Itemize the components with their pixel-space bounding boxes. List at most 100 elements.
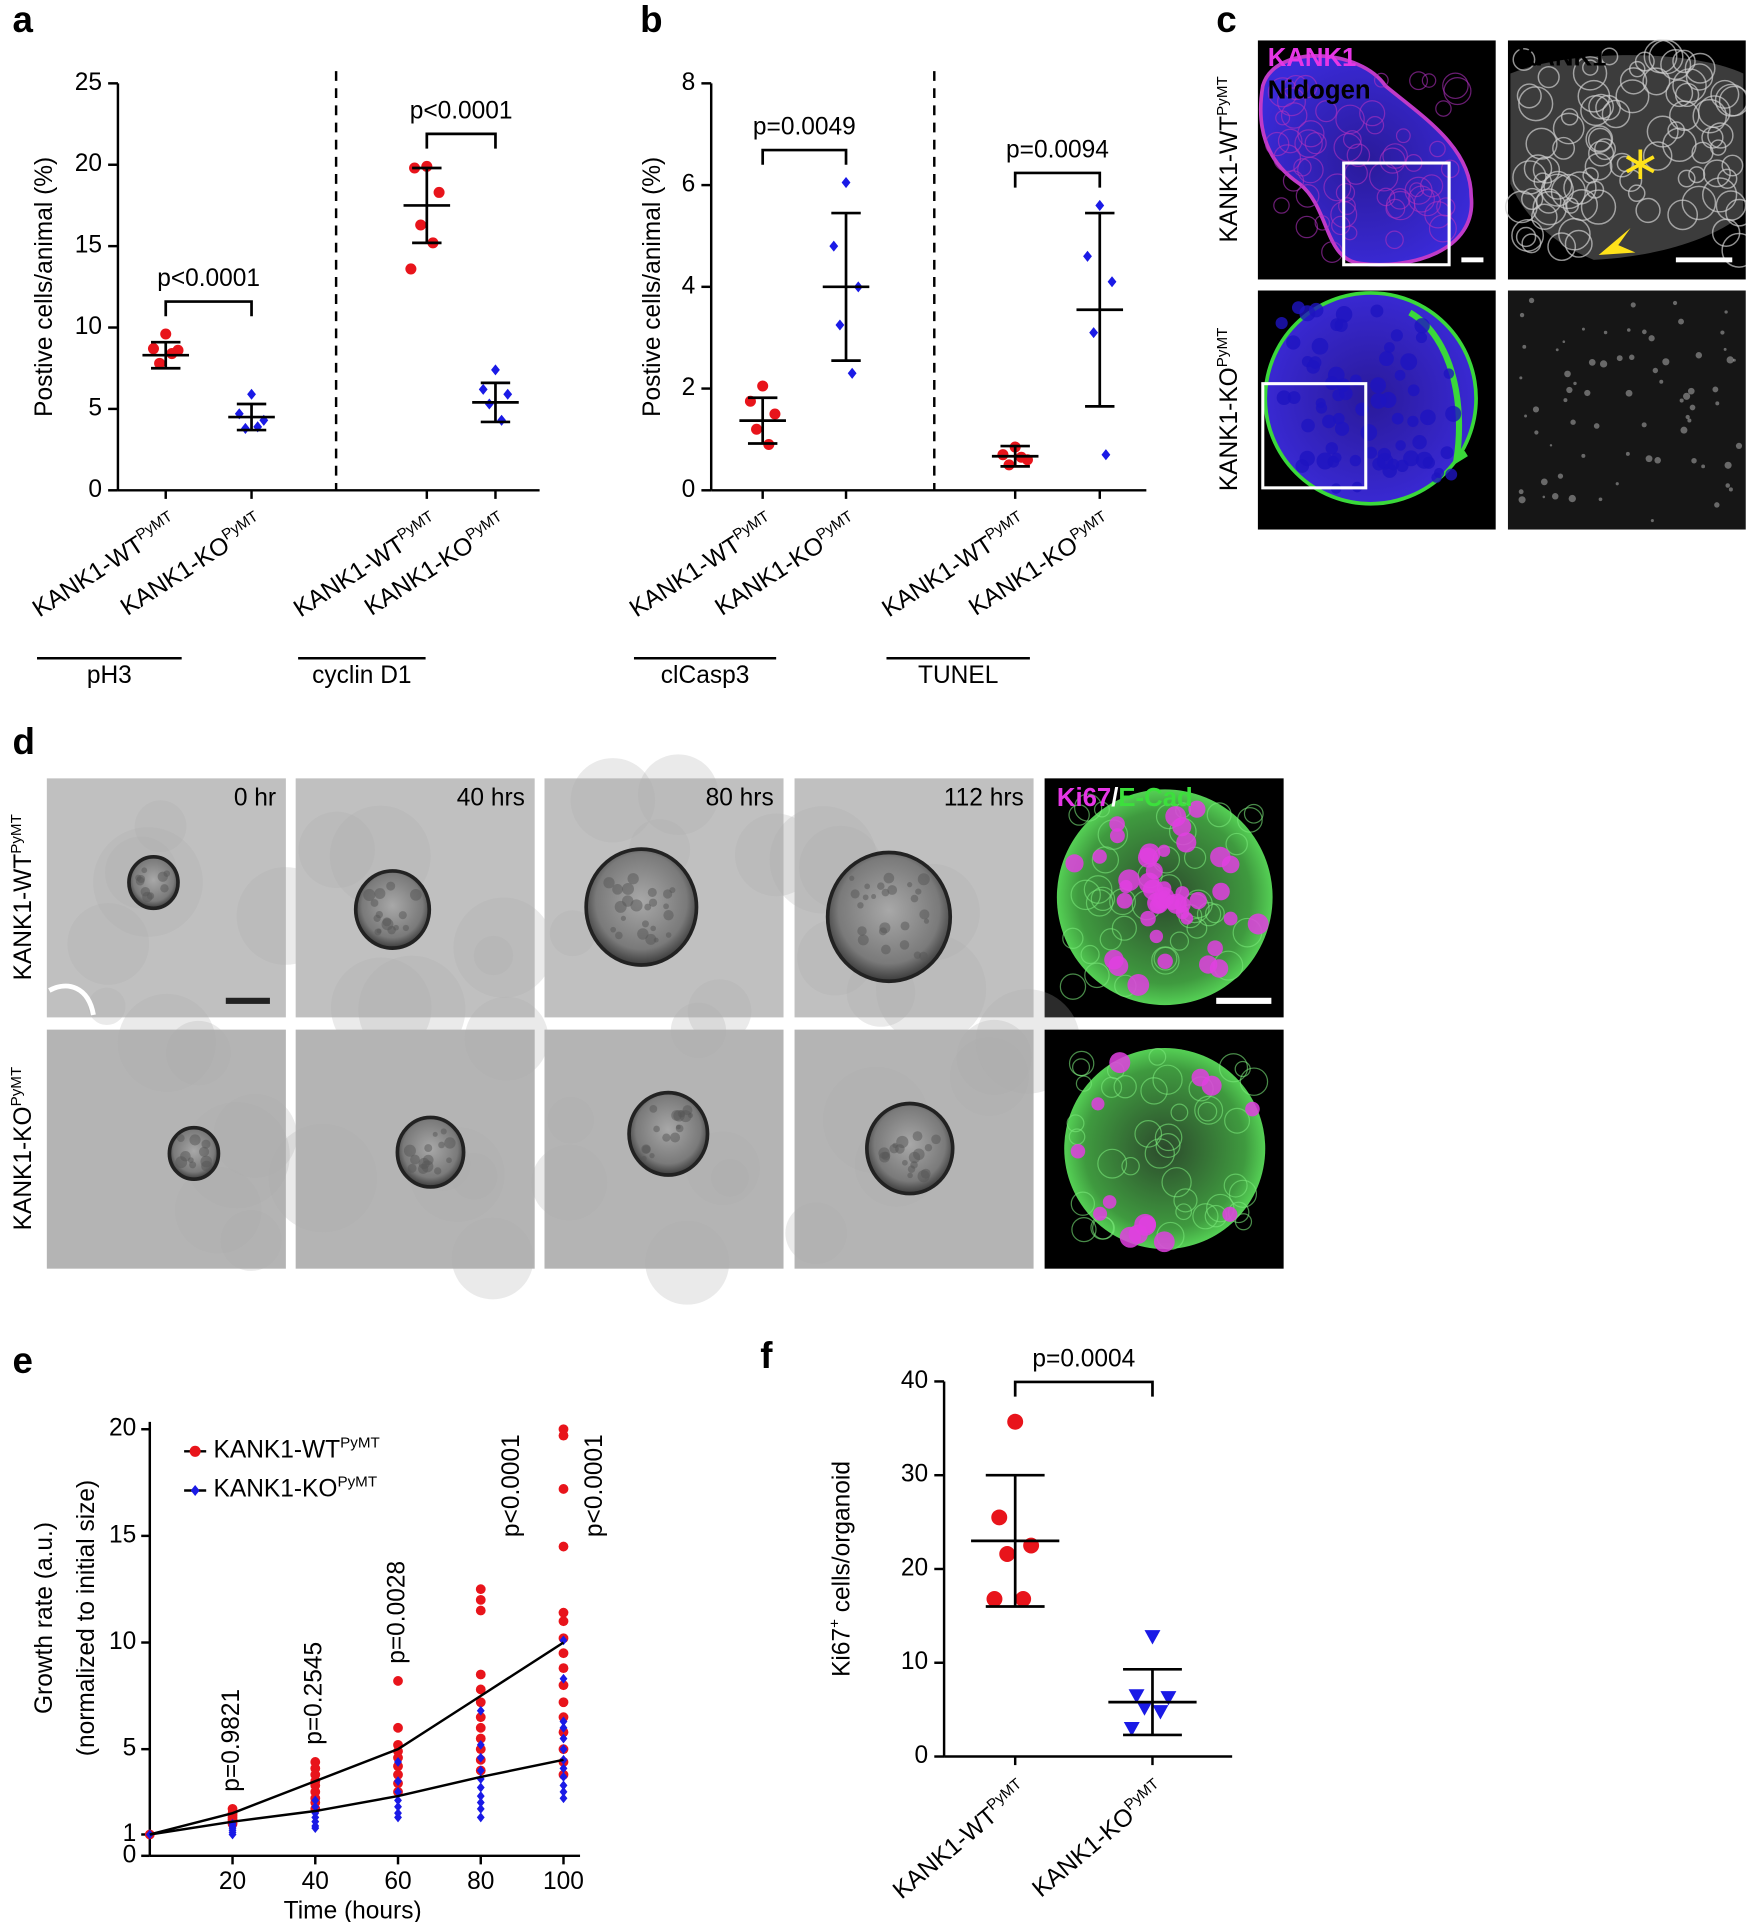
- cell-membrane: [1155, 1132, 1181, 1158]
- cell-membrane: [1148, 1047, 1167, 1066]
- background-texture: [645, 1220, 730, 1305]
- background-texture: [134, 800, 187, 853]
- data-point: [559, 1733, 568, 1744]
- data-point: [393, 1769, 403, 1780]
- cell-membrane: [1111, 915, 1137, 941]
- cell-membrane: [1295, 184, 1320, 208]
- speckle: [1518, 489, 1524, 495]
- cell-membrane: [1121, 1156, 1140, 1176]
- cell-membrane: [1192, 1203, 1219, 1230]
- cell-membrane: [1580, 189, 1617, 225]
- speckle: [1645, 455, 1653, 463]
- cell-membrane: [1672, 68, 1707, 103]
- cell-membrane: [1635, 197, 1661, 224]
- background-texture: [547, 1097, 594, 1144]
- data-point: [559, 1722, 568, 1733]
- cell-membrane: [1702, 159, 1731, 188]
- data-point: [393, 1722, 403, 1733]
- cell-membrane: [1642, 141, 1673, 171]
- cell-membrane: [1331, 215, 1351, 236]
- y-tick-label: 6: [682, 171, 696, 198]
- speckle: [1566, 386, 1573, 394]
- nucleus: [1372, 457, 1386, 471]
- data-point: [757, 380, 769, 392]
- cell-membrane: [1565, 188, 1598, 222]
- cell-membrane: [1518, 86, 1554, 122]
- organoid: [865, 1101, 955, 1196]
- speckle: [1584, 389, 1591, 397]
- cell-membrane: [1237, 806, 1263, 833]
- cell-membrane: [1100, 1076, 1123, 1098]
- speckle: [1701, 464, 1706, 469]
- cell-membrane: [1395, 128, 1411, 144]
- x-tick-label-part: PyMT: [462, 508, 505, 544]
- speckle: [1593, 423, 1600, 429]
- organoid-texture: [410, 1154, 420, 1165]
- data-point: [476, 1752, 485, 1763]
- cell-membrane: [1304, 131, 1327, 155]
- organoid-texture: [857, 902, 864, 909]
- organoid-texture: [648, 898, 658, 907]
- cell-membrane: [1134, 1120, 1163, 1148]
- speckle: [1534, 430, 1539, 435]
- data-point: [394, 1776, 402, 1787]
- nucleus: [1400, 353, 1418, 371]
- organoid-texture: [857, 934, 869, 946]
- organoid-texture: [919, 909, 930, 920]
- background-texture: [711, 1159, 749, 1197]
- nucleus: [1308, 356, 1322, 369]
- stain-label-part: /: [1111, 784, 1118, 812]
- ki67-nucleus: [1140, 910, 1156, 927]
- background-texture: [531, 1144, 608, 1221]
- legend-label-part: PyMT: [337, 1473, 377, 1490]
- speckle: [1724, 310, 1728, 314]
- speckle: [1615, 482, 1619, 486]
- cell-membrane: [1273, 144, 1302, 173]
- cell-membrane: [1385, 198, 1406, 219]
- ki67-nucleus: [1209, 959, 1229, 978]
- organoid-texture: [650, 925, 656, 932]
- cell-membrane: [1280, 102, 1308, 129]
- nucleus: [1315, 402, 1328, 414]
- cell-membrane: [1113, 1075, 1137, 1099]
- cell-membrane: [1512, 160, 1547, 195]
- organoid-texture: [907, 882, 913, 888]
- data-point: [1007, 1413, 1024, 1430]
- asterisk: [1625, 149, 1655, 179]
- x-tick-label-part: PyMT: [982, 508, 1025, 544]
- data-point: [475, 1733, 486, 1744]
- ki67-nucleus: [1207, 940, 1223, 957]
- data-point: [991, 1509, 1008, 1526]
- data-point: [847, 367, 857, 379]
- p-value: p<0.0001: [157, 265, 260, 292]
- background-texture: [687, 979, 752, 1043]
- nucleus: [1325, 442, 1338, 455]
- background-texture: [117, 993, 216, 1092]
- ki67-nucleus: [1221, 855, 1240, 874]
- cell-membrane: [1717, 168, 1738, 189]
- cell-membrane: [1066, 1114, 1085, 1133]
- nucleus: [1445, 468, 1458, 481]
- data-point: [154, 357, 166, 369]
- organoid-texture: [374, 888, 386, 899]
- data-point: [160, 328, 172, 340]
- nucleus: [1316, 452, 1334, 470]
- cell-membrane: [1170, 1103, 1189, 1122]
- cell-membrane: [1083, 875, 1113, 904]
- speckle: [1723, 347, 1727, 351]
- cell-membrane: [1225, 832, 1248, 856]
- y-tick-label: 5: [88, 394, 102, 421]
- cell-membrane: [1697, 95, 1731, 128]
- data-point: [484, 398, 494, 410]
- organoid-texture: [615, 931, 623, 940]
- data-point: [559, 1716, 568, 1727]
- data-point: [475, 1605, 486, 1616]
- organoid-texture: [446, 1157, 452, 1164]
- organoid-texture: [902, 1159, 908, 1166]
- data-point: [475, 1584, 486, 1595]
- organoid-texture: [649, 1152, 655, 1159]
- cell-membrane: [1186, 917, 1208, 939]
- speckle: [1522, 344, 1527, 349]
- data-point: [476, 1797, 485, 1808]
- cell-membrane: [1140, 1077, 1168, 1105]
